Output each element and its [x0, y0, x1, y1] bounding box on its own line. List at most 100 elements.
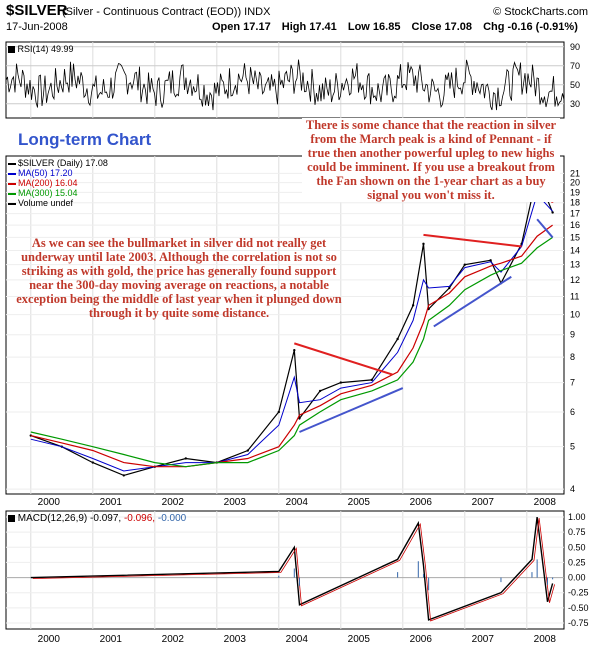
x-tick-label-macd: 2005	[348, 634, 371, 645]
x-tick-label: 2002	[162, 497, 185, 508]
price-point	[246, 449, 249, 452]
x-tick-label-macd: 2004	[286, 634, 309, 645]
price-point	[448, 286, 451, 290]
price-point	[422, 242, 425, 246]
x-tick-label: 2008	[534, 497, 557, 508]
price-tick-label: 14	[570, 246, 580, 256]
rsi-tick-label: 90	[570, 42, 580, 52]
price-tick-label: 9	[570, 330, 575, 340]
price-tick-label: 13	[570, 260, 580, 270]
x-tick-label: 2003	[224, 497, 247, 508]
price-point	[489, 259, 492, 262]
macd-signal-line	[32, 518, 555, 622]
chart-subtitle: Long-term Chart	[18, 130, 152, 149]
macd-tick-label: 0.25	[568, 557, 586, 567]
rsi-tick-label: 70	[570, 61, 580, 71]
annotation-top: There is some chance that the reaction i…	[302, 118, 560, 202]
symbol-title: $SILVER	[6, 2, 68, 19]
price-tick-label: 15	[570, 232, 580, 242]
macd-line	[30, 517, 554, 621]
legend-swatch-icon	[8, 192, 16, 195]
price-tick-label: 19	[570, 187, 580, 197]
x-tick-label: 2007	[472, 497, 495, 508]
high-value: High 17.41	[281, 21, 337, 33]
macd-tick-label: 0.75	[568, 527, 586, 537]
price-tick-label: 4	[570, 484, 575, 494]
price-point	[184, 457, 187, 460]
price-point	[370, 378, 373, 382]
rsi-tick-label: 50	[570, 80, 580, 90]
macd-panel-frame	[5, 510, 565, 630]
macd-label: MACD(12,26,9) -0.097, -0.096, -0.000	[8, 513, 186, 524]
macd-tick-label: 1.00	[568, 512, 586, 522]
legend-item: MA(200) 16.04	[8, 178, 108, 188]
legend-label: MA(300) 15.04	[18, 188, 78, 198]
legend-label: Volume undef	[18, 198, 74, 208]
price-tick-label: 6	[570, 407, 575, 417]
macd-tick-label: 0.00	[568, 573, 586, 583]
x-tick-label-macd: 2008	[534, 634, 557, 645]
price-tick-label: 7	[570, 378, 575, 388]
rsi-label-text: RSI(14) 49.99	[17, 44, 74, 54]
trendline	[536, 218, 554, 239]
price-point	[277, 410, 280, 414]
price-point	[318, 389, 322, 393]
legend-item: MA(300) 15.04	[8, 188, 108, 198]
rsi-label: RSI(14) 49.99	[8, 44, 74, 54]
price-tick-label: 8	[570, 352, 575, 362]
price-point	[122, 474, 126, 477]
legend-swatch-icon	[8, 182, 16, 185]
x-tick-label-macd: 2001	[100, 634, 123, 645]
x-tick-label-macd: 2003	[224, 634, 247, 645]
price-tick-label: 20	[570, 178, 580, 188]
legend-label: MA(200) 16.04	[18, 178, 78, 188]
price-tick-label: 18	[570, 198, 580, 208]
rsi-tick-label: 30	[570, 99, 580, 109]
price-tick-label: 10	[570, 310, 580, 320]
symbol-description: (Silver - Continuous Contract (EOD)) IND…	[62, 6, 271, 18]
price-tick-label: 11	[570, 291, 579, 301]
macd-signal-value: -0.096,	[123, 513, 156, 524]
series-line-3	[30, 236, 553, 468]
price-point	[91, 461, 95, 464]
macd-tick-label: -0.25	[568, 588, 589, 598]
legend-swatch-icon	[8, 162, 16, 165]
legend-swatch-icon	[8, 202, 16, 205]
chart-date: 17-Jun-2008	[6, 21, 68, 33]
close-value: Close 17.08	[411, 21, 473, 33]
legend-item: Volume undef	[8, 198, 108, 208]
price-point	[463, 263, 466, 266]
x-tick-label: 2000	[38, 497, 61, 508]
price-point	[396, 337, 399, 341]
legend-label: $SILVER (Daily) 17.08	[18, 158, 108, 168]
trendline	[423, 233, 522, 248]
legend-item: MA(50) 17.20	[8, 168, 108, 178]
x-tick-label-macd: 2007	[472, 634, 495, 645]
price-point	[293, 348, 296, 352]
rsi-swatch-icon	[8, 46, 15, 54]
series-line-2	[30, 224, 553, 468]
macd-histogram-value: -0.000	[157, 513, 187, 524]
macd-value: -0.097,	[90, 513, 122, 524]
price-tick-label: 17	[570, 209, 580, 219]
macd-tick-label: -0.50	[568, 603, 589, 613]
rsi-panel-frame	[5, 41, 565, 119]
price-tick-label: 5	[570, 442, 575, 452]
legend-item: $SILVER (Daily) 17.08	[8, 158, 108, 168]
legend-label: MA(50) 17.20	[18, 168, 73, 178]
price-tick-label: 21	[570, 168, 580, 178]
price-legend: $SILVER (Daily) 17.08 MA(50) 17.20 MA(200)…	[8, 158, 108, 208]
rsi-line	[5, 59, 565, 111]
low-value: Low 16.85	[347, 21, 401, 33]
price-tick-label: 16	[570, 220, 580, 230]
change-value: Chg -0.16 (-0.91%)	[483, 21, 578, 33]
open-value: Open 17.17	[212, 21, 271, 33]
macd-tick-label: -0.75	[568, 618, 589, 628]
legend-swatch-icon	[8, 172, 16, 175]
trendline	[299, 387, 404, 433]
watermark: © StockCharts.com	[493, 6, 588, 18]
macd-tick-label: 0.50	[568, 542, 586, 552]
trendline	[433, 275, 512, 328]
price-point	[411, 304, 415, 307]
